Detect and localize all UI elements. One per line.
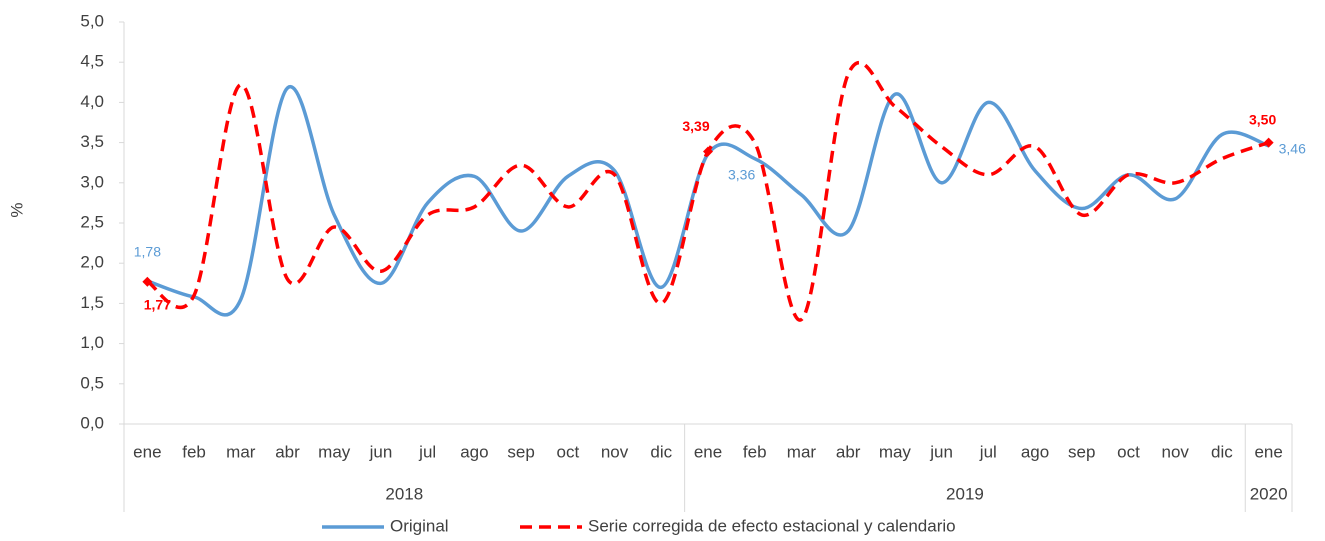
x-tick-label: nov <box>601 442 629 461</box>
x-tick-label: dic <box>650 442 672 461</box>
value-label: 1,78 <box>134 244 161 260</box>
y-tick-label: 1,5 <box>80 293 104 312</box>
y-tick-label: 2,5 <box>80 212 104 231</box>
group-label: 2020 <box>1250 484 1288 503</box>
legend-label: Serie corregida de efecto estacional y c… <box>588 516 956 535</box>
x-tick-label: may <box>879 442 912 461</box>
x-tick-label: ene <box>133 442 161 461</box>
x-tick-label: jul <box>979 442 997 461</box>
x-tick-label: abr <box>836 442 861 461</box>
y-tick-label: 0,5 <box>80 373 104 392</box>
y-tick-label: 2,0 <box>80 253 104 272</box>
x-tick-label: ago <box>460 442 488 461</box>
x-tick-label: dic <box>1211 442 1233 461</box>
point-marker <box>142 276 153 287</box>
group-label: 2019 <box>946 484 984 503</box>
point-marker <box>1263 137 1274 148</box>
x-tick-label: sep <box>1068 442 1095 461</box>
legend-label: Original <box>390 516 449 535</box>
y-tick-label: 0,0 <box>80 413 104 432</box>
x-tick-label: jun <box>929 442 953 461</box>
y-tick-label: 4,5 <box>80 52 104 71</box>
value-label: 3,39 <box>682 118 709 134</box>
x-tick-label: mar <box>226 442 256 461</box>
y-tick-label: 4,0 <box>80 92 104 111</box>
x-tick-label: feb <box>182 442 206 461</box>
y-tick-label: 3,0 <box>80 172 104 191</box>
value-label: 1,77 <box>144 296 171 312</box>
series-line <box>146 85 1270 317</box>
point-marker <box>703 146 713 157</box>
x-tick-label: jun <box>369 442 393 461</box>
x-tick-label: ene <box>694 442 722 461</box>
y-tick-label: 1,0 <box>80 333 104 352</box>
series-line <box>146 61 1270 322</box>
x-tick-label: sep <box>507 442 534 461</box>
value-label: 3,46 <box>1279 141 1306 157</box>
x-tick-label: mar <box>787 442 817 461</box>
x-tick-label: oct <box>556 442 579 461</box>
x-tick-label: oct <box>1117 442 1140 461</box>
y-axis-label: % <box>7 202 26 217</box>
x-tick-label: jul <box>418 442 436 461</box>
x-tick-label: nov <box>1161 442 1189 461</box>
x-tick-label: abr <box>275 442 300 461</box>
x-tick-label: feb <box>743 442 767 461</box>
y-tick-label: 5,0 <box>80 11 104 30</box>
value-label: 3,36 <box>728 167 755 183</box>
group-label: 2018 <box>385 484 423 503</box>
x-tick-label: ene <box>1254 442 1282 461</box>
x-tick-label: may <box>318 442 351 461</box>
y-tick-label: 3,5 <box>80 132 104 151</box>
x-tick-label: ago <box>1021 442 1049 461</box>
value-label: 3,50 <box>1249 111 1276 127</box>
